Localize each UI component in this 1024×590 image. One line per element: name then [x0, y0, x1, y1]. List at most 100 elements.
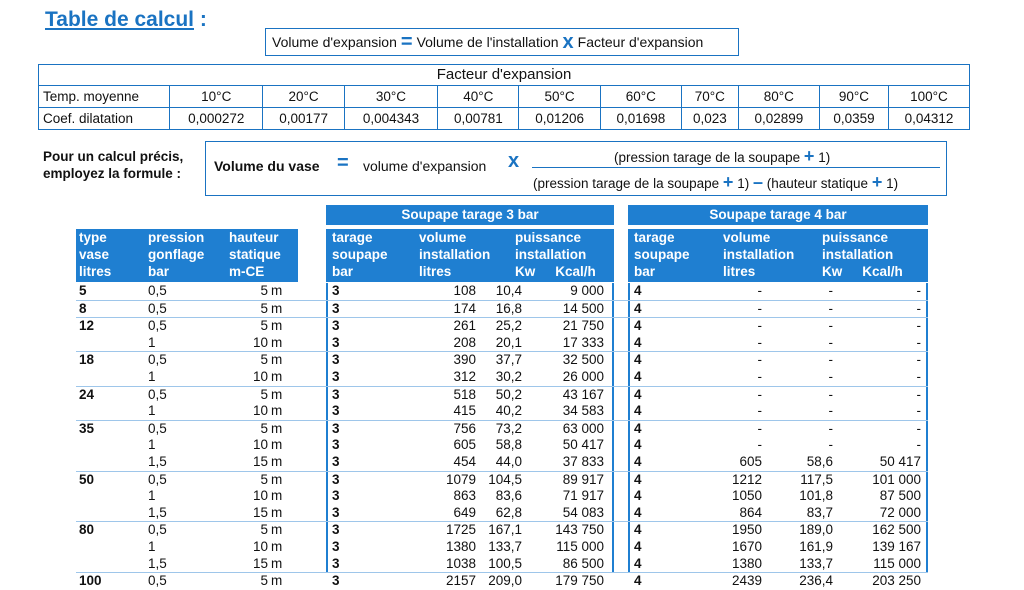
static-height-cell: 5	[260, 352, 268, 368]
vessel-volume-cell: 50	[79, 471, 95, 487]
volume-header-line: volume	[419, 230, 467, 245]
height-header-line: m-CE	[229, 264, 265, 279]
temperature-cell: 60°C	[600, 86, 682, 108]
power-kcal-4bar-cell: -	[916, 368, 922, 384]
power-header-line: installation	[822, 247, 894, 262]
volume-header-line: installation	[723, 247, 795, 262]
power-kw-3bar-cell: 30,2	[495, 368, 522, 384]
install-volume-4bar-cell: 1050	[731, 488, 762, 504]
power-kw-4bar-cell: -	[828, 334, 834, 350]
power-kcal-3bar-cell: 143 750	[555, 522, 604, 538]
power-kw-4bar-cell: -	[828, 352, 834, 368]
tarage-4bar-cell: 4	[634, 403, 642, 419]
tarage-3bar-cell: 3	[332, 522, 340, 538]
static-height-cell: 5	[260, 573, 268, 589]
times-sign: x	[562, 30, 574, 53]
power-kw-3bar-cell: 50,2	[495, 386, 522, 402]
tarage-4bar-cell: 4	[634, 437, 642, 453]
install-volume-4bar-cell: -	[757, 437, 763, 453]
power-kcal-3bar-cell: 89 917	[562, 471, 604, 487]
type-header-line: litres	[79, 264, 112, 279]
expansion-formula-box: Volume d'expansion = Volume de l'install…	[265, 28, 739, 56]
denominator-part: 1)	[737, 176, 750, 191]
height-unit: m	[271, 573, 283, 589]
times-sign: x	[508, 150, 520, 172]
tarage-3bar-cell: 3	[332, 471, 340, 487]
height-unit: m	[271, 555, 283, 571]
vessel-volume-cell: 80	[79, 522, 95, 538]
pressure-header-line: gonflage	[148, 247, 205, 262]
power-kcal-4bar-cell: 139 167	[872, 538, 921, 554]
power-kw-3bar-cell: 44,0	[495, 453, 522, 469]
coefficient-cell: 0,000272	[169, 107, 264, 129]
static-height-cell: 5	[260, 420, 268, 436]
tarage-header: tarage soupape bar	[634, 229, 690, 280]
inflation-pressure-cell: 1	[148, 334, 156, 350]
install-volume-4bar-cell: -	[757, 368, 763, 384]
install-volume-4bar-cell: -	[757, 403, 763, 419]
tarage-3bar-cell: 3	[332, 283, 340, 298]
vessel-volume-cell: 5	[79, 283, 87, 298]
power-kw-4bar-cell: 83,7	[806, 504, 833, 520]
tarage-4bar-cell: 4	[634, 573, 642, 589]
temperature-label: Temp. moyenne	[39, 86, 170, 108]
precise-formula-box: Volume du vase = volume d'expansion x (p…	[205, 141, 947, 196]
table-row: 50 0,5 5 m 3 1079 104,5 89 917 4 1212 117,5 101 000	[76, 470, 928, 489]
minus-sign: –	[752, 172, 763, 192]
tarage-4bar-cell: 4	[634, 504, 642, 520]
inflation-pressure-cell: 1	[148, 488, 156, 504]
tarage-header-line: bar	[332, 264, 354, 279]
tarage-3bar-cell: 3	[332, 403, 340, 419]
static-height-cell: 5	[260, 471, 268, 487]
coefficient-cell: 0,00781	[437, 107, 520, 129]
volume-header-line: litres	[419, 264, 452, 279]
tarage-4bar-cell: 4	[634, 283, 642, 298]
power-header-line: puissance	[515, 230, 582, 245]
power-kcal-3bar-cell: 63 000	[562, 420, 604, 436]
valve-3bar-header: Soupape tarage 3 bar	[326, 205, 614, 225]
tarage-3bar-cell: 3	[332, 573, 340, 589]
fraction-denominator: (pression tarage de la soupape + 1) – (h…	[533, 172, 898, 193]
tarage-3bar-cell: 3	[332, 488, 340, 504]
install-volume-4bar-cell: -	[757, 386, 763, 402]
static-height-cell: 5	[260, 283, 268, 298]
power-kw-4bar-cell: 58,6	[806, 453, 833, 469]
table-row: 1 10 m 3 863 83,6 71 917 4 1050 101,8 87 500	[76, 488, 928, 505]
power-kw-3bar-cell: 209,0	[488, 573, 522, 589]
height-unit: m	[271, 437, 283, 453]
power-kcal-3bar-cell: 9 000	[570, 283, 604, 298]
table-row: 1 10 m 3 208 20,1 17 333 4 - - -	[76, 335, 928, 352]
table-row: 1 10 m 3 415 40,2 34 583 4 - - -	[76, 403, 928, 420]
install-volume-3bar-cell: 312	[453, 368, 476, 384]
install-volume-3bar-cell: 2157	[445, 573, 476, 589]
precise-formula-label: Pour un calcul précis, employez la formu…	[43, 148, 183, 182]
install-volume-3bar-cell: 208	[453, 334, 476, 350]
inflation-pressure-cell: 0,5	[148, 300, 167, 316]
install-volume-4bar-cell: 1950	[731, 522, 762, 538]
height-unit: m	[271, 386, 283, 402]
power-kw-3bar-cell: 73,2	[495, 420, 522, 436]
page-title: Table de calcul :	[45, 8, 207, 32]
power-kw-3bar-cell: 40,2	[495, 403, 522, 419]
height-unit: m	[271, 504, 283, 520]
height-unit: m	[271, 368, 283, 384]
install-volume-4bar-cell: -	[757, 334, 763, 350]
install-volume-3bar-cell: 108	[453, 283, 476, 298]
tarage-4bar-cell: 4	[634, 522, 642, 538]
tarage-3bar-cell: 3	[332, 420, 340, 436]
type-header-line: vase	[79, 247, 110, 262]
power-kcal-4bar-cell: 203 250	[872, 573, 921, 589]
volume-header-line: installation	[419, 247, 491, 262]
tarage-4bar-cell: 4	[634, 386, 642, 402]
coefficient-cell: 0,02899	[738, 107, 820, 129]
tarage-3bar-cell: 3	[332, 386, 340, 402]
inflation-pressure-cell: 1,5	[148, 555, 167, 571]
static-height-cell: 10	[252, 368, 268, 384]
power-kw-3bar-cell: 16,8	[495, 300, 522, 316]
power-kw-3bar-cell: 104,5	[488, 471, 522, 487]
kw-unit: Kw	[822, 264, 843, 279]
power-kcal-3bar-cell: 17 333	[562, 334, 604, 350]
table-row: 1,5 15 m 3 649 62,8 54 083 4 864 83,7 72 000	[76, 505, 928, 522]
power-kw-4bar-cell: -	[828, 300, 834, 316]
power-kcal-3bar-cell: 26 000	[562, 368, 604, 384]
